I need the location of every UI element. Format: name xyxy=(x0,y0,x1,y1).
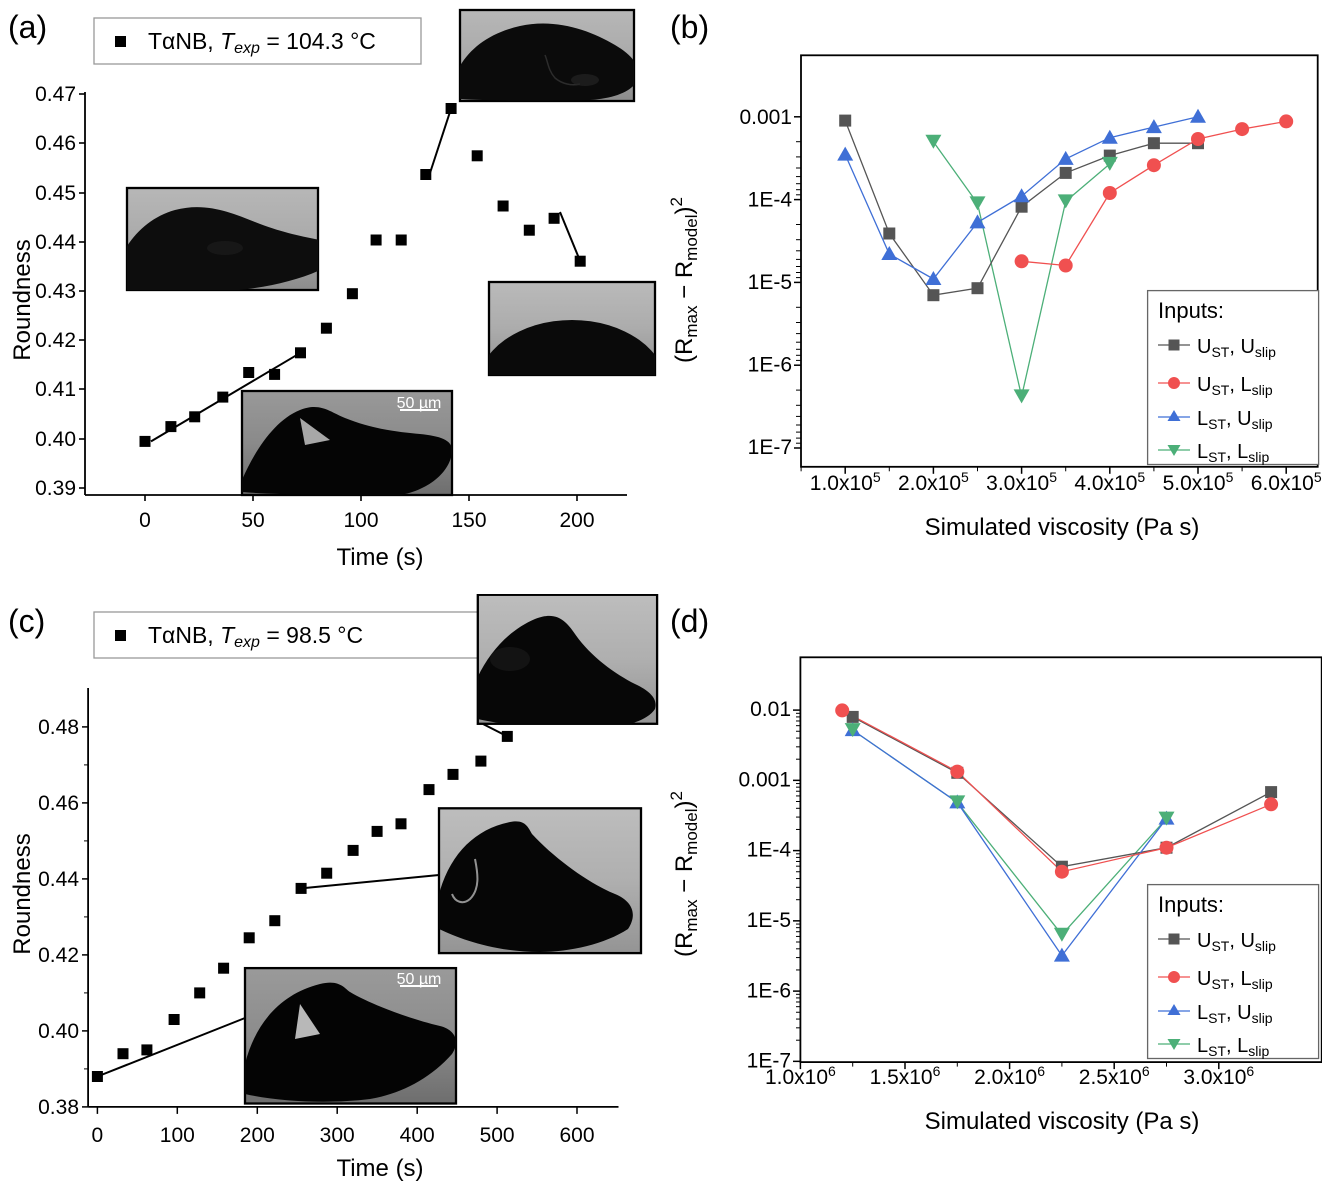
svg-text:50 µm: 50 µm xyxy=(397,971,442,988)
svg-text:Simulated viscosity (Pa s): Simulated viscosity (Pa s) xyxy=(925,1108,1200,1135)
svg-text:1E-6: 1E-6 xyxy=(748,354,792,377)
svg-text:(Rmax − Rmodel)2: (Rmax − Rmodel)2 xyxy=(667,791,701,957)
svg-text:1E-6: 1E-6 xyxy=(747,980,791,1003)
svg-text:Roundness: Roundness xyxy=(9,239,36,360)
svg-text:0.46: 0.46 xyxy=(35,132,76,155)
svg-text:300: 300 xyxy=(320,1124,355,1147)
svg-text:0: 0 xyxy=(139,509,151,532)
svg-text:TαNB, Texp = 104.3 °C: TαNB, Texp = 104.3 °C xyxy=(148,28,376,57)
svg-text:0.42: 0.42 xyxy=(38,944,79,967)
svg-text:Inputs:: Inputs: xyxy=(1158,298,1224,323)
svg-text:0.48: 0.48 xyxy=(38,716,79,739)
svg-text:50: 50 xyxy=(241,509,264,532)
svg-text:0.43: 0.43 xyxy=(35,280,76,303)
svg-text:Roundness: Roundness xyxy=(9,833,36,954)
svg-text:0.001: 0.001 xyxy=(739,106,792,129)
svg-text:200: 200 xyxy=(240,1124,275,1147)
svg-text:(b): (b) xyxy=(670,9,709,45)
svg-text:400: 400 xyxy=(400,1124,435,1147)
svg-text:0.46: 0.46 xyxy=(38,792,79,815)
svg-text:Simulated viscosity (Pa s): Simulated viscosity (Pa s) xyxy=(925,514,1200,541)
svg-text:50 µm: 50 µm xyxy=(397,395,442,412)
svg-text:600: 600 xyxy=(559,1124,594,1147)
svg-text:(c): (c) xyxy=(8,603,45,639)
svg-text:0.41: 0.41 xyxy=(35,378,76,401)
svg-text:0.45: 0.45 xyxy=(35,182,76,205)
svg-text:Inputs:: Inputs: xyxy=(1158,892,1224,917)
svg-text:0: 0 xyxy=(92,1124,104,1147)
svg-text:1E-4: 1E-4 xyxy=(747,839,792,862)
svg-text:Time (s): Time (s) xyxy=(336,544,423,571)
svg-text:100: 100 xyxy=(160,1124,195,1147)
svg-text:0.40: 0.40 xyxy=(35,428,76,451)
svg-text:500: 500 xyxy=(480,1124,515,1147)
svg-text:0.38: 0.38 xyxy=(38,1096,79,1119)
svg-text:0.01: 0.01 xyxy=(750,698,791,721)
svg-text:200: 200 xyxy=(559,509,594,532)
svg-text:1E-7: 1E-7 xyxy=(748,436,792,459)
svg-text:(d): (d) xyxy=(670,603,709,639)
svg-text:0.47: 0.47 xyxy=(35,83,76,106)
svg-text:0.001: 0.001 xyxy=(738,769,791,792)
svg-text:0.39: 0.39 xyxy=(35,477,76,500)
svg-text:0.42: 0.42 xyxy=(35,329,76,352)
svg-text:0.44: 0.44 xyxy=(35,231,76,254)
svg-text:100: 100 xyxy=(343,509,378,532)
svg-text:1E-5: 1E-5 xyxy=(747,909,791,932)
svg-text:0.40: 0.40 xyxy=(38,1020,79,1043)
svg-text:Time (s): Time (s) xyxy=(336,1155,423,1182)
svg-text:(a): (a) xyxy=(8,9,47,45)
svg-text:150: 150 xyxy=(451,509,486,532)
svg-text:1E-4: 1E-4 xyxy=(748,189,793,212)
svg-text:0.44: 0.44 xyxy=(38,868,79,891)
svg-text:1E-5: 1E-5 xyxy=(748,271,792,294)
svg-text:(Rmax − Rmodel)2: (Rmax − Rmodel)2 xyxy=(667,197,701,363)
